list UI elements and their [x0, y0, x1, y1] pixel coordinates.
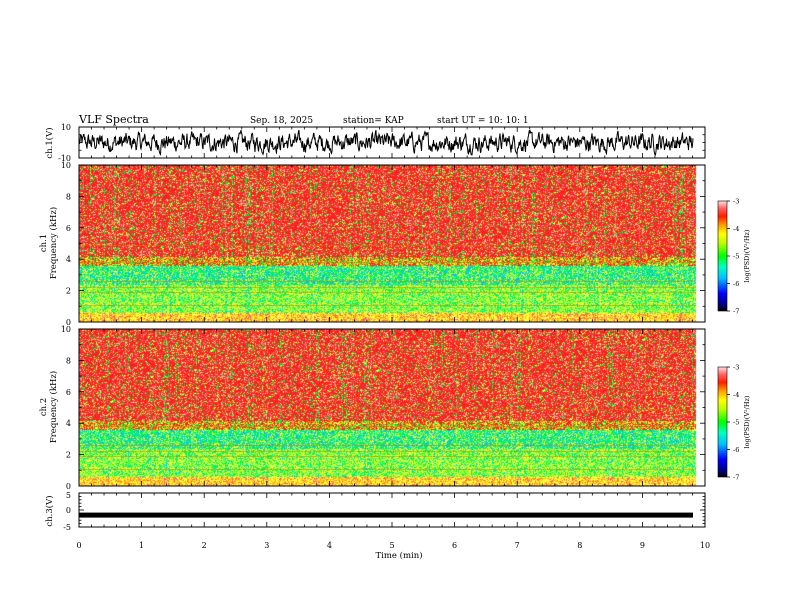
freq-tick-label: 4 — [66, 255, 71, 264]
time-tick-label: 7 — [515, 541, 520, 550]
ch1-waveform-line — [79, 129, 694, 156]
colorbar-tick-label: -5 — [733, 253, 739, 261]
freq-tick-label: 8 — [66, 356, 71, 365]
ch3-ytick-mid: 0 — [66, 506, 71, 515]
freq-tick-label: 0 — [66, 318, 71, 327]
time-tick-label: 1 — [139, 541, 144, 550]
colorbar-tick-label: -7 — [733, 308, 739, 316]
ch1-colorbar: -3 -4 -5 -6 -7 log(PSD)(V²/Hz) — [717, 198, 751, 316]
ch2-spectrogram-ytick-labels: 0 2 4 6 8 10 — [61, 325, 71, 491]
colorbar-tick-label: -6 — [733, 446, 739, 454]
colorbar-tick-label: -5 — [733, 419, 739, 427]
ch3-waveform-line — [79, 512, 693, 518]
colorbar-tick-label: -6 — [733, 280, 739, 288]
freq-tick-label: 10 — [61, 161, 71, 170]
ch2-colorbar: -3 -4 -5 -6 -7 log(PSD)(V²/Hz) — [717, 364, 751, 482]
freq-tick-label: 8 — [66, 192, 71, 201]
ch2-spectrogram-panel: 0 2 4 6 8 10 ch.2 Frequency (kHz) — [39, 325, 706, 491]
ch1-waveform-panel: 10 -10 ch.1(V) — [44, 123, 706, 163]
date-label: Sep. 18, 2025 — [250, 116, 313, 126]
freq-tick-label: 2 — [66, 287, 71, 296]
time-axis-tick-labels: 0 1 2 3 4 5 6 7 8 9 10 — [76, 541, 710, 550]
ch2-spectrogram-ylabel-channel: ch.2 — [39, 398, 49, 416]
ch1-colorbar-label: log(PSD)(V²/Hz) — [743, 229, 751, 282]
time-tick-label: 0 — [76, 541, 81, 550]
colorbar-tick-label: -7 — [733, 474, 739, 482]
colorbar-tick-label: -3 — [733, 364, 739, 372]
ch3-waveform-panel: 5 0 -5 ch.3(V) 0 1 2 3 4 5 6 7 8 9 10 Time (min) — [44, 491, 710, 561]
ch2-colorbar-label: log(PSD)(V²/Hz) — [743, 395, 751, 448]
ch1-waveform-ticks — [78, 126, 706, 159]
colorbar-tick-label: -4 — [733, 225, 739, 233]
ch3-waveform-ticks — [78, 492, 706, 528]
ch1-spectrogram-ytick-labels: 0 2 4 6 8 10 — [61, 161, 71, 327]
colorbar-tick-label: -3 — [733, 198, 739, 206]
ch1-waveform-ylabel: ch.1(V) — [44, 127, 55, 158]
freq-tick-label: 2 — [66, 451, 71, 460]
ch2-spectrogram-ylabel-frequency: Frequency (kHz) — [48, 371, 59, 443]
ch3-waveform-frame — [78, 492, 706, 528]
time-tick-label: 5 — [389, 541, 394, 550]
freq-tick-label: 6 — [66, 388, 71, 397]
time-tick-label: 3 — [264, 541, 269, 550]
freq-tick-label: 10 — [61, 325, 71, 334]
colorbar-tick-label: -4 — [733, 391, 739, 399]
ch1-spectrogram-panel: 0 2 4 6 8 10 ch.1 Frequency (kHz) — [39, 161, 706, 327]
ch2-spectrogram-image — [79, 329, 705, 486]
ch1-spectrogram-ylabel-frequency: Frequency (kHz) — [48, 207, 59, 279]
ch2-colorbar-scale — [717, 366, 728, 478]
time-tick-label: 2 — [202, 541, 207, 550]
ch1-spectrogram-ticks — [78, 164, 706, 323]
start-ut-label: start UT = 10: 10: 1 — [437, 116, 529, 126]
time-tick-label: 10 — [700, 541, 710, 550]
time-tick-label: 4 — [327, 541, 332, 550]
ch3-ytick-top: 5 — [66, 491, 71, 500]
ch3-waveform-ylabel: ch.3(V) — [44, 495, 55, 526]
station-label: station= KAP — [343, 116, 404, 126]
ch3-ytick-bottom: -5 — [63, 523, 71, 532]
freq-tick-label: 4 — [66, 419, 71, 428]
time-axis-label: Time (min) — [375, 550, 422, 561]
time-tick-label: 6 — [452, 541, 457, 550]
ch1-spectrogram-image — [79, 165, 705, 322]
time-tick-label: 9 — [640, 541, 645, 550]
time-tick-label: 8 — [577, 541, 582, 550]
ch2-colorbar-ticks: -3 -4 -5 -6 -7 — [727, 364, 739, 482]
freq-tick-label: 6 — [66, 224, 71, 233]
ch1-spectrogram-ylabel-channel: ch.1 — [39, 234, 49, 252]
ch2-spectrogram-ticks — [78, 328, 706, 487]
figure-title: VLF Spectra — [78, 113, 149, 126]
ch1-ytick-bottom: -10 — [58, 154, 71, 163]
ch1-colorbar-ticks: -3 -4 -5 -6 -7 — [727, 198, 739, 316]
ch1-ytick-top: 10 — [61, 123, 71, 132]
freq-tick-label: 0 — [66, 482, 71, 491]
ch1-colorbar-scale — [717, 200, 728, 312]
